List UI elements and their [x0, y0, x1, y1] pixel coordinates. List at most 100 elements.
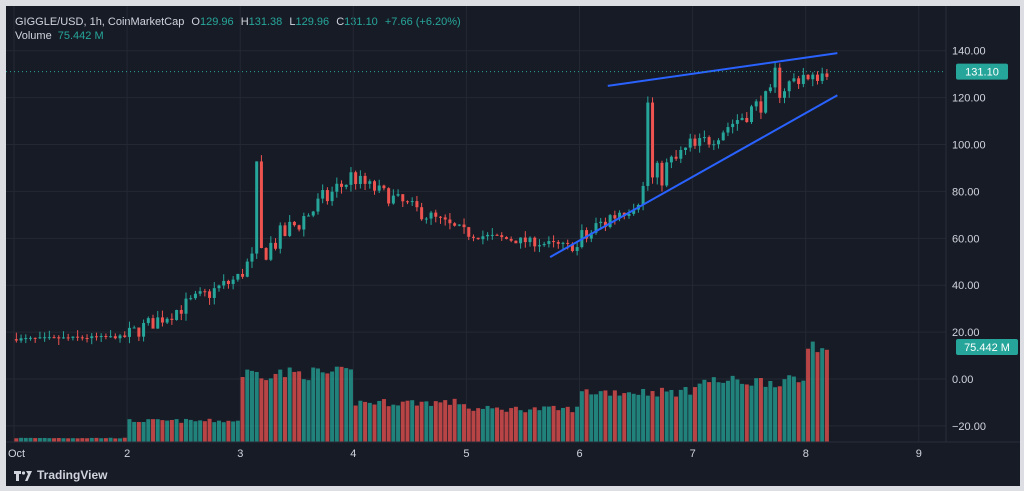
- volume-bar: [381, 399, 386, 442]
- volume-bar: [542, 406, 547, 442]
- candle-body: [542, 243, 546, 246]
- candle-body: [651, 102, 655, 178]
- volume-tag: [956, 339, 1018, 355]
- candle-body: [259, 161, 263, 248]
- volume-bar: [33, 438, 38, 442]
- volume-bar: [645, 395, 650, 442]
- volume-bar: [424, 401, 429, 442]
- candle-body: [132, 327, 136, 329]
- candle-body: [764, 91, 768, 113]
- candle-body: [391, 195, 395, 204]
- candle-body: [514, 240, 518, 244]
- candle-body: [43, 337, 47, 339]
- candle-body: [717, 140, 721, 145]
- volume-bar: [688, 394, 693, 442]
- tradingview-logo[interactable]: TradingView: [14, 468, 107, 482]
- volume-label[interactable]: Volume: [15, 30, 52, 42]
- candle-body: [519, 237, 523, 244]
- candle-body: [603, 221, 607, 227]
- candle-body: [594, 223, 598, 233]
- volume-bar: [226, 420, 231, 442]
- y-tick-label: 100.00: [952, 140, 986, 152]
- volume-bar: [551, 405, 556, 442]
- volume-bar: [410, 400, 415, 442]
- candle-body: [80, 337, 84, 339]
- volume-bar: [363, 401, 368, 442]
- volume-bar: [278, 369, 283, 442]
- volume-bar: [758, 378, 763, 442]
- volume-bar: [490, 408, 495, 442]
- volume-bar: [414, 405, 419, 442]
- volume-bar: [132, 421, 137, 442]
- candle-body: [241, 273, 245, 277]
- volume-bar: [754, 378, 759, 442]
- volume-bar: [155, 419, 160, 442]
- volume-bar: [429, 405, 434, 442]
- candle-body: [698, 138, 702, 146]
- volume-bar: [122, 437, 127, 442]
- candle-body: [457, 224, 461, 226]
- candle-body: [825, 73, 829, 77]
- volume-bar: [301, 379, 306, 442]
- candle-body: [335, 183, 339, 192]
- candle-body: [754, 101, 758, 107]
- volume-bar: [777, 386, 782, 442]
- x-tick-label: 3: [237, 448, 243, 460]
- candle-body: [504, 237, 508, 239]
- candle-body: [57, 337, 61, 339]
- candle-body: [547, 241, 551, 244]
- price-chart[interactable]: 140.00 120.00 100.00 80.00 60.00 40.00 20.00 0.…: [6, 6, 1020, 466]
- volume-bar: [749, 385, 754, 442]
- volume-bar: [589, 394, 594, 442]
- volume-bar: [433, 401, 438, 442]
- volume-bar: [311, 367, 316, 442]
- volume-bar: [52, 438, 57, 442]
- volume-bar: [70, 438, 75, 442]
- volume-bar: [466, 408, 471, 442]
- volume-bar: [268, 378, 273, 442]
- candle-body: [401, 194, 405, 202]
- volume-bar: [565, 406, 570, 442]
- volume-bar: [348, 369, 353, 442]
- x-tick-label: Oct: [8, 448, 25, 460]
- candle-body: [660, 162, 664, 186]
- volume-bar: [99, 438, 104, 442]
- candle-body: [198, 291, 202, 294]
- volume-bar: [56, 437, 61, 442]
- candle-body: [203, 291, 207, 293]
- volume-bar: [617, 395, 622, 442]
- candle-body: [773, 67, 777, 88]
- y-tick-label: 40.00: [952, 280, 980, 292]
- volume-bar: [579, 391, 584, 442]
- candle-body: [778, 67, 782, 98]
- volume-bar: [598, 391, 603, 442]
- volume-bar: [169, 419, 174, 442]
- volume-bar: [721, 382, 726, 442]
- candle-body: [368, 181, 372, 184]
- volume-bar: [47, 438, 52, 442]
- y-tick-label: 80.00: [952, 186, 980, 198]
- volume-bar: [782, 379, 787, 442]
- candle-body: [585, 230, 589, 239]
- candle-body: [556, 242, 560, 244]
- candle-body: [302, 216, 306, 230]
- candle-body: [453, 223, 457, 226]
- volume-bar: [113, 438, 118, 442]
- candle-body: [47, 337, 51, 339]
- volume-bar: [353, 405, 358, 442]
- volume-bar: [297, 371, 302, 442]
- volume-bar: [659, 387, 664, 442]
- volume-bar: [391, 404, 396, 442]
- symbol-label[interactable]: GIGGLE/USD, 1h, CoinMarketCap: [15, 16, 185, 28]
- candle-body: [146, 318, 150, 323]
- candle-body: [561, 242, 565, 244]
- candle-body: [24, 338, 28, 340]
- candle-body: [33, 337, 37, 339]
- candle-body: [354, 172, 358, 185]
- volume-bar: [513, 406, 518, 442]
- candle-body: [528, 237, 532, 243]
- volume-bar: [372, 404, 377, 442]
- candle-body: [349, 172, 353, 185]
- volume-bar: [249, 370, 254, 442]
- candle-body: [156, 317, 160, 329]
